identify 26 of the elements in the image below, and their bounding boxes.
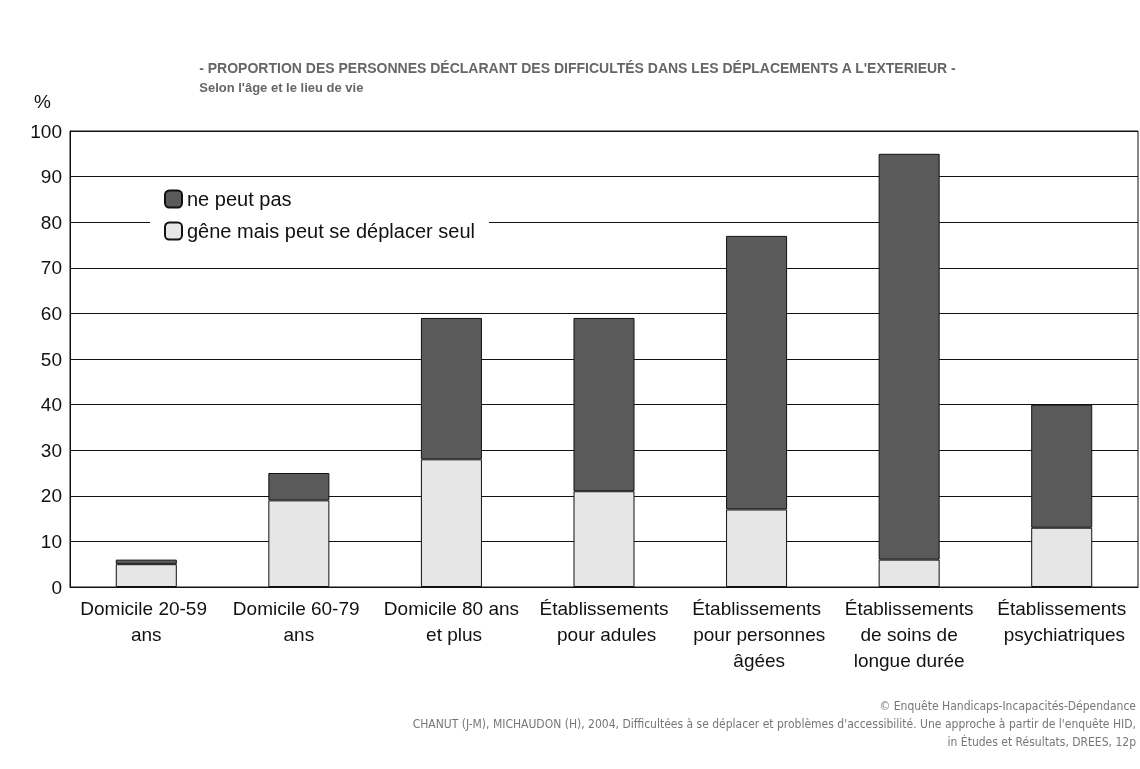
y-tick-label: 30: [40, 439, 62, 461]
chart-title: - PROPORTION DES PERSONNES DÉCLARANT DES DIFFICULTÉS DANS LES DÉPLACEMENTS A L'EXTERIEUR -: [199, 60, 957, 76]
x-tick-label: Établissements de soins de longue durée: [844, 597, 974, 671]
x-tick-label: Domicile 20-59 ans: [80, 597, 213, 645]
x-tick-label: Domicile 60-79 ans: [232, 597, 365, 645]
y-tick-label: 0: [51, 576, 62, 598]
y-tick-label: 40: [40, 394, 62, 416]
legend-label: ne peut pas: [187, 188, 292, 210]
y-tick-label: 70: [40, 257, 62, 279]
y-tick-label: 90: [40, 166, 62, 188]
y-tick-label: 10: [40, 530, 62, 552]
text: © Enquête Handicaps-Incapacités-Dépendance: [879, 699, 1137, 713]
x-tick-label: Établissements pour adules: [539, 597, 669, 645]
y-axis-title: %: [34, 91, 51, 112]
x-tick-label: Domicile 80 ans et plus: [383, 597, 520, 645]
chart-subtitle: Selon l'âge et le lieu de vie: [199, 80, 364, 95]
x-tick-label: Établissements pour personnes âgées: [687, 597, 826, 671]
text: in Études et Résultats, DREES, 12p: [947, 734, 1137, 749]
legend-label: gêne mais peut se déplacer seul: [187, 220, 475, 242]
text: CHANUT (J-M), MICHAUDON (H), 2004, Difficultées à se déplacer et problèmes d'accessibilité. Une approche à partir de l'enquête HID,: [412, 717, 1136, 731]
x-tick-label: Établissements psychiatriques: [997, 597, 1127, 645]
y-tick-label: 100: [30, 120, 62, 142]
y-tick-label: 20: [40, 485, 62, 507]
y-tick-label: 50: [40, 348, 62, 370]
y-tick-label: 60: [40, 302, 62, 324]
y-tick-label: 80: [40, 211, 62, 233]
